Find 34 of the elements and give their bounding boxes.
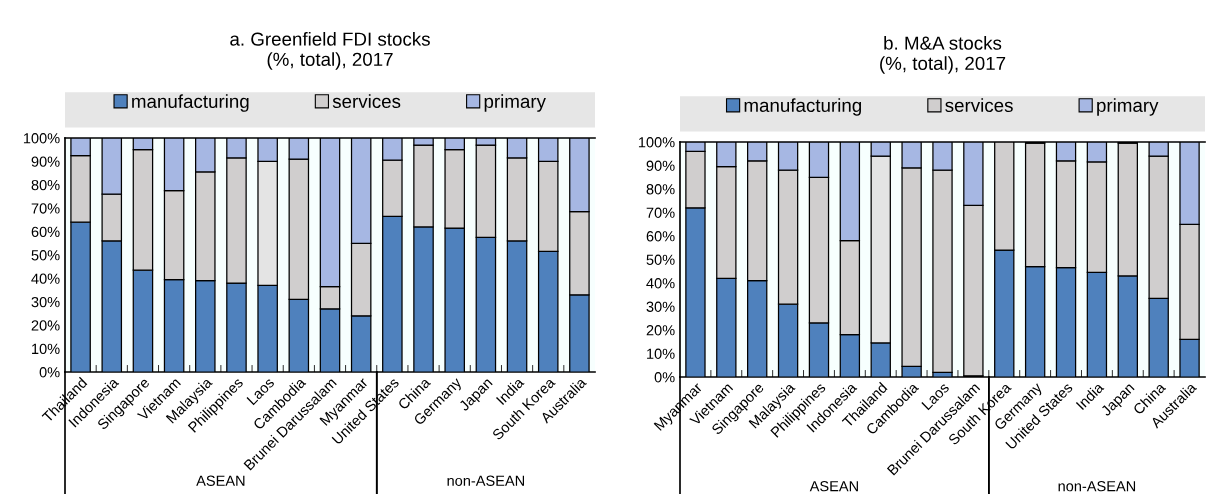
y-tick-label: 0% [39, 367, 60, 378]
legend-label: services [945, 98, 1013, 113]
y-tick-label: 70% [31, 203, 60, 214]
text: non-ASEAN [447, 475, 525, 486]
y-tick-label: 0% [654, 372, 675, 383]
legend-label: manufacturing [744, 98, 862, 116]
y-tick-label: 20% [31, 320, 60, 331]
y-tick-label: 20% [646, 325, 675, 336]
chart-title: a. Greenfield FDI stocks (%, total), 2017 [230, 31, 430, 70]
y-tick-label: 40% [646, 278, 675, 289]
y-tick-label: 100% [638, 137, 675, 148]
y-tick-label: 60% [646, 231, 675, 242]
y-tick-label: 50% [31, 250, 60, 261]
legend-label: primary [484, 94, 546, 112]
legend-label: manufacturing [132, 94, 249, 112]
y-tick-label: 60% [31, 226, 60, 238]
text: ASEAN [196, 475, 245, 486]
y-tick-label: 40% [31, 273, 60, 284]
y-tick-label: 80% [31, 179, 60, 191]
y-tick-label: 10% [647, 348, 675, 359]
text: ASEAN [809, 481, 858, 492]
y-tick-label: 30% [31, 296, 60, 308]
y-tick-label: 70% [646, 207, 675, 218]
chart-title: b. M&A stocks (%, total), 2017 [880, 35, 1006, 74]
text: non-ASEAN [1058, 481, 1136, 492]
y-tick-label: 10% [32, 343, 60, 355]
y-tick-label: 50% [646, 254, 675, 265]
y-tick-label: 30% [646, 301, 675, 312]
y-tick-label: 100% [23, 133, 60, 144]
y-tick-label: 80% [646, 184, 675, 195]
y-tick-label: 90% [646, 160, 675, 171]
legend-label: services [332, 94, 401, 109]
y-tick-label: 90% [31, 156, 60, 167]
legend-label: primary [1097, 98, 1159, 116]
